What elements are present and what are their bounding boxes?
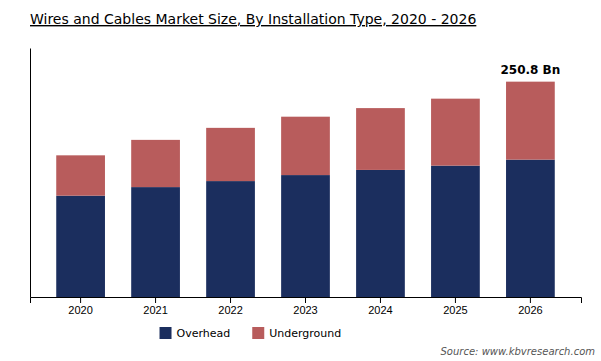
x-tick: 2021 bbox=[143, 297, 167, 316]
bars bbox=[56, 82, 555, 297]
bar bbox=[206, 181, 255, 297]
bar bbox=[131, 187, 180, 297]
x-axis-line bbox=[31, 298, 582, 304]
x-tick-label: 2023 bbox=[293, 304, 317, 316]
x-tick: 2020 bbox=[68, 297, 92, 316]
legend-swatch bbox=[252, 327, 264, 339]
bar bbox=[506, 160, 555, 297]
x-tick-mark bbox=[155, 297, 156, 303]
bar bbox=[431, 99, 480, 166]
bar bbox=[431, 166, 480, 297]
x-tick-mark bbox=[530, 297, 531, 303]
legend-swatch bbox=[160, 327, 172, 339]
title: Wires and Cables Market Size, By Install… bbox=[30, 11, 476, 27]
source: Source: www.kbvresearch.com bbox=[441, 346, 596, 357]
legend-item: Underground bbox=[252, 327, 341, 340]
x-tick-label: 2022 bbox=[218, 304, 242, 316]
bar bbox=[281, 175, 330, 297]
x-tick-label: 2021 bbox=[143, 304, 167, 316]
legend-label: Overhead bbox=[177, 327, 231, 340]
bar bbox=[506, 82, 555, 160]
plot: 2020 2021 2022 2023 2024 2025 2026 250.8 Bn bbox=[31, 49, 582, 316]
x-tick-mark bbox=[80, 297, 81, 303]
bar bbox=[56, 155, 105, 195]
bar bbox=[281, 117, 330, 175]
chart: 2020 2021 2022 2023 2024 2025 2026 250.8 Bn Wire… bbox=[0, 0, 601, 361]
legend-item: Overhead bbox=[160, 327, 231, 340]
annotation: 250.8 Bn bbox=[500, 63, 560, 77]
x-tick-mark bbox=[380, 297, 381, 303]
bar bbox=[206, 128, 255, 181]
bar bbox=[356, 108, 405, 170]
series-bars bbox=[56, 82, 555, 196]
x-tick: 2024 bbox=[368, 297, 392, 316]
bar bbox=[56, 196, 105, 297]
bar bbox=[131, 140, 180, 187]
x-tick-label: 2024 bbox=[368, 304, 392, 316]
legend-label: Underground bbox=[269, 327, 341, 340]
x-tick-label: 2020 bbox=[68, 304, 92, 316]
y-axis-line bbox=[30, 49, 31, 298]
x-tick: 2025 bbox=[443, 297, 467, 316]
legend: Overhead Underground bbox=[160, 327, 342, 340]
x-tick-mark bbox=[455, 297, 456, 303]
x-tick-label: 2026 bbox=[518, 304, 542, 316]
x-tick-label: 2025 bbox=[443, 304, 467, 316]
x-tick: 2026 bbox=[518, 297, 542, 316]
x-tick-mark bbox=[305, 297, 306, 303]
x-tick-mark bbox=[230, 297, 231, 303]
series-bars bbox=[56, 160, 555, 297]
x-tick: 2023 bbox=[293, 297, 317, 316]
x-tick: 2022 bbox=[218, 297, 242, 316]
x-axis: 2020 2021 2022 2023 2024 2025 2026 bbox=[31, 297, 582, 316]
y-axis bbox=[30, 49, 31, 298]
bar bbox=[356, 170, 405, 297]
